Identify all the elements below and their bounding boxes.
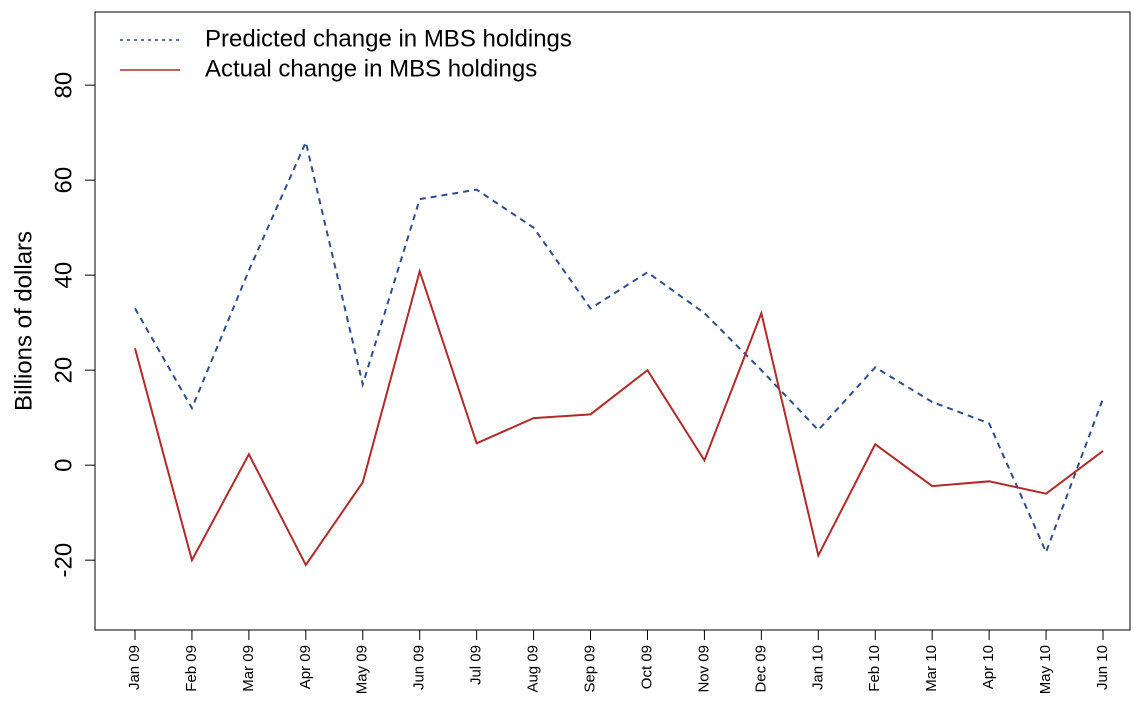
x-tick-label: May 10 — [1037, 645, 1054, 694]
legend-label: Actual change in MBS holdings — [205, 55, 537, 82]
y-tick-label: 40 — [50, 262, 77, 289]
y-tick-label: 80 — [50, 72, 77, 99]
x-tick-label: Jun 10 — [1094, 645, 1111, 690]
x-tick-label: Jul 09 — [468, 645, 485, 685]
series-line — [134, 267, 1104, 567]
x-tick-label: Sep 09 — [581, 645, 598, 693]
plot-frame — [94, 11, 1131, 631]
x-tick-label: Jun 09 — [411, 645, 428, 690]
x-tick-label: Feb 09 — [183, 645, 200, 692]
x-tick-label: Oct 09 — [638, 645, 655, 689]
legend-label: Predicted change in MBS holdings — [205, 25, 572, 52]
y-axis-title: Billions of dollars — [10, 231, 37, 411]
x-tick-label: Feb 10 — [866, 645, 883, 692]
y-tick-label: 0 — [50, 458, 77, 471]
x-tick-label: Dec 09 — [752, 645, 769, 693]
series-line — [134, 139, 1104, 555]
x-tick-label: Apr 09 — [297, 645, 314, 689]
y-tick-label: -20 — [50, 543, 77, 578]
x-tick-label: Nov 09 — [695, 645, 712, 693]
x-tick-label: Jan 09 — [126, 645, 143, 690]
y-tick-label: 60 — [50, 167, 77, 194]
x-tick-label: Mar 10 — [923, 645, 940, 692]
x-tick-label: Apr 10 — [980, 645, 997, 689]
x-tick-label: May 09 — [354, 645, 371, 694]
x-tick-label: Mar 09 — [240, 645, 257, 692]
x-tick-label: Aug 09 — [525, 645, 542, 693]
x-tick-label: Jan 10 — [809, 645, 826, 690]
y-tick-label: 20 — [50, 357, 77, 384]
